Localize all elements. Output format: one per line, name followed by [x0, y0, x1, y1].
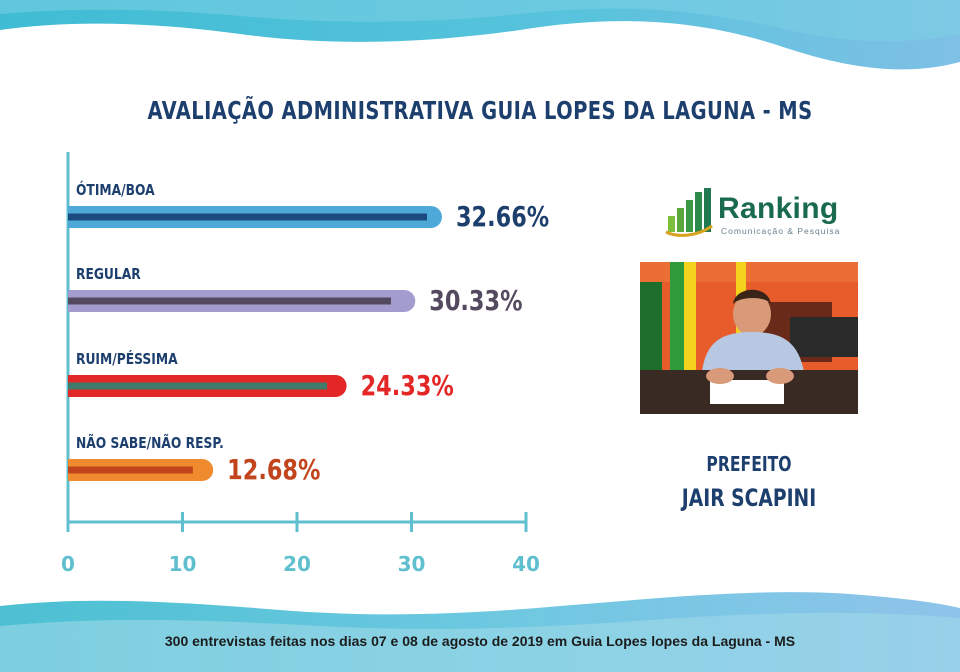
- mayor-photo: [640, 262, 858, 414]
- brand-tagline: Comunicação & Pesquisa: [721, 226, 841, 236]
- value-label: 12.68%: [227, 452, 320, 485]
- footer-note: 300 entrevistas feitas nos dias 07 e 08 …: [164, 633, 796, 649]
- value-label: 24.33%: [361, 368, 454, 401]
- brand-name: Ranking: [718, 192, 839, 225]
- chart-title: AVALIAÇÃO ADMINISTRATIVA GUIA LOPES DA L…: [147, 96, 813, 125]
- photo-caption-role: PREFEITO: [706, 452, 792, 476]
- category-label: REGULAR: [76, 266, 141, 283]
- photo-caption-name: JAIR SCAPINI: [681, 484, 817, 512]
- bar-inner-stripe: [68, 382, 328, 390]
- bar-inner-stripe: [68, 213, 427, 221]
- value-label: 30.33%: [429, 283, 522, 316]
- category-label: NÃO SABE/NÃO RESP.: [76, 434, 224, 453]
- value-label: 32.66%: [456, 199, 549, 232]
- bar-inner-stripe: [68, 297, 391, 305]
- bar-inner-stripe: [68, 466, 193, 474]
- x-tick-label: 40: [512, 552, 540, 576]
- category-label: ÓTIMA/BOA: [76, 180, 155, 200]
- ranking-logo: [665, 188, 713, 237]
- x-tick-label: 0: [61, 552, 75, 576]
- x-tick-label: 10: [169, 552, 197, 576]
- x-tick-label: 30: [398, 552, 426, 576]
- x-tick-label: 20: [283, 552, 311, 576]
- category-label: RUIM/PÉSSIMA: [76, 349, 178, 369]
